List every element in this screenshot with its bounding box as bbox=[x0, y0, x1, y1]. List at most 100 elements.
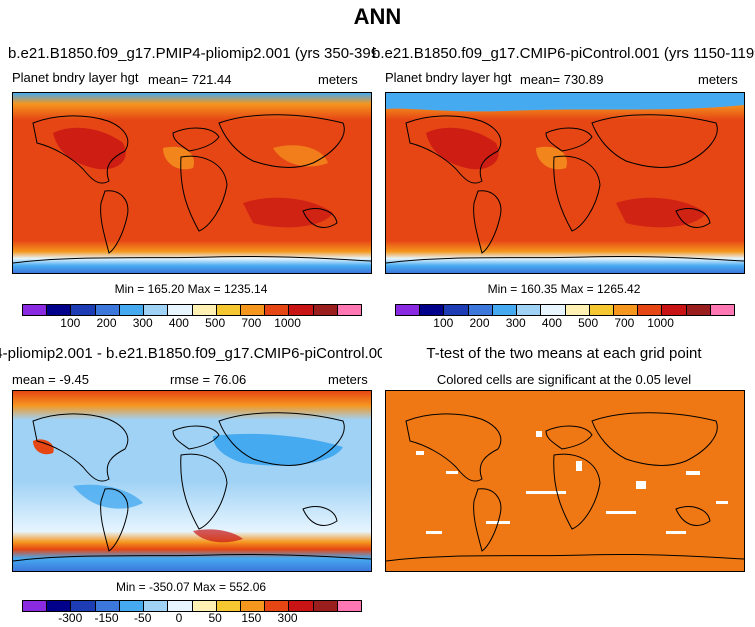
coastline-antarctica bbox=[13, 255, 371, 264]
map-bottom-right bbox=[385, 390, 745, 572]
colorbar-swatch bbox=[168, 601, 193, 611]
colorbar-tick-label: 300 bbox=[277, 611, 298, 625]
colorbar-swatch bbox=[517, 305, 542, 315]
colorbar-swatch bbox=[265, 601, 290, 611]
coastlines bbox=[386, 412, 744, 562]
colorbar-tick-label: 200 bbox=[469, 316, 490, 330]
coastline-europe bbox=[545, 127, 593, 152]
minmax-top-left: Min = 165.20 Max = 1235.14 bbox=[114, 282, 268, 296]
non-significant-cell bbox=[606, 511, 636, 514]
case-title-text: b.e21.B1850.f09_g17.PMIP4-pliomip2.001 -… bbox=[0, 345, 382, 362]
case-title-bottom-left: b.e21.B1850.f09_g17.PMIP4-pliomip2.001 -… bbox=[0, 345, 382, 362]
map-bottom-left bbox=[12, 390, 372, 572]
colorbar-tick-label: 100 bbox=[433, 316, 454, 330]
colorbar-swatch bbox=[144, 305, 169, 315]
variable-label-top-left: Planet bndry layer hgt bbox=[12, 70, 139, 85]
colorbar-swatch bbox=[192, 305, 217, 315]
colorbar-swatch bbox=[47, 601, 72, 611]
map-svg-top-right bbox=[386, 93, 744, 273]
colorbar-ticks-top-left: 100 200 300 400 500 700 1000 bbox=[22, 316, 360, 332]
colorbar-swatch bbox=[313, 305, 338, 315]
colorbar-ticks-top-right: 100 200 300 400 500 700 1000 bbox=[395, 316, 733, 332]
colorbar-swatch bbox=[492, 305, 518, 315]
variable-label-top-right: Planet bndry layer hgt bbox=[385, 70, 512, 85]
ttest-title: T-test of the two means at each grid poi… bbox=[426, 345, 702, 362]
colorbar-swatch bbox=[468, 305, 493, 315]
colorbar-swatch bbox=[662, 305, 687, 315]
field-background bbox=[13, 93, 371, 273]
colorbar-tick-label: 700 bbox=[241, 316, 262, 330]
case-title-text: b.e21.B1850.f09_g17.CMIP6-piControl.001 … bbox=[372, 45, 755, 62]
field-anomaly-region bbox=[213, 433, 343, 466]
colorbar-swatch bbox=[95, 601, 120, 611]
colorbar-swatch bbox=[589, 305, 614, 315]
colorbar-swatch bbox=[119, 601, 145, 611]
case-title-text: b.e21.B1850.f09_g17.PMIP4-pliomip2.001 (… bbox=[8, 45, 376, 62]
units-label-bottom-left: meters bbox=[328, 372, 368, 387]
coastline-australia bbox=[675, 506, 711, 526]
non-significant-cell bbox=[416, 451, 424, 455]
non-significant-cell bbox=[426, 531, 442, 534]
coastline-antarctica bbox=[13, 553, 371, 562]
colorbar-swatch bbox=[95, 305, 120, 315]
field-anomaly-region bbox=[536, 146, 567, 170]
colorbar-tick-label: -300 bbox=[58, 611, 83, 625]
non-significant-cell bbox=[526, 491, 566, 494]
colorbar-swatch bbox=[444, 305, 469, 315]
units-label-top-left: meters bbox=[318, 72, 358, 87]
field-anomaly-region bbox=[243, 197, 333, 228]
coastline-australia bbox=[302, 208, 338, 228]
coastline-asia bbox=[218, 114, 345, 168]
coastlines bbox=[13, 114, 371, 264]
colorbar-tick-label: 300 bbox=[505, 316, 526, 330]
map-svg-top-left bbox=[13, 93, 371, 273]
colorbar-swatch bbox=[613, 305, 639, 315]
coastline-africa bbox=[180, 155, 228, 232]
field-background bbox=[13, 391, 371, 571]
colorbar-tick-label: 400 bbox=[541, 316, 562, 330]
case-title-top-right: b.e21.B1850.f09_g17.CMIP6-piControl.001 … bbox=[372, 45, 755, 62]
minmax-bottom-left: Min = -350.07 Max = 552.06 bbox=[115, 580, 267, 594]
colorbar-tick-label: 500 bbox=[578, 316, 599, 330]
coastlines bbox=[386, 114, 744, 264]
colorbar-tick-label: 100 bbox=[60, 316, 81, 330]
colorbar-swatch bbox=[216, 305, 241, 315]
colorbar-swatch bbox=[289, 305, 314, 315]
colorbar-swatch bbox=[71, 305, 96, 315]
non-significant-cell bbox=[686, 471, 700, 475]
non-significant-cell bbox=[716, 501, 728, 504]
colorbar-swatch bbox=[420, 305, 445, 315]
units-label-top-right: meters bbox=[698, 72, 738, 87]
non-significant-cell bbox=[576, 461, 582, 471]
colorbar-swatch bbox=[240, 601, 266, 611]
coastline-australia bbox=[302, 506, 338, 526]
coastline-africa bbox=[553, 453, 601, 530]
colorbar-tick-label: 700 bbox=[614, 316, 635, 330]
colorbar-swatch bbox=[216, 601, 241, 611]
colorbar-swatch bbox=[541, 305, 566, 315]
non-significant-cell bbox=[666, 531, 686, 534]
colorbar-top-right bbox=[395, 304, 735, 316]
minmax-top-right: Min = 160.35 Max = 1265.42 bbox=[487, 282, 641, 296]
colorbar-ticks-bottom-left: -300 -150 -50 0 50 150 300 bbox=[22, 611, 360, 627]
map-top-right bbox=[385, 92, 745, 274]
coastline-africa bbox=[553, 155, 601, 232]
colorbar-swatch bbox=[119, 305, 145, 315]
colorbar-swatch bbox=[265, 305, 290, 315]
colorbar-tick-label: -150 bbox=[94, 611, 119, 625]
coastline-north-america bbox=[32, 413, 129, 482]
colorbar-swatch bbox=[23, 601, 48, 611]
colorbar-swatch bbox=[289, 601, 314, 611]
colorbar-tick-label: 1000 bbox=[274, 316, 301, 330]
coastline-australia bbox=[675, 208, 711, 228]
coastline-europe bbox=[545, 425, 593, 450]
mean-label-top-right: mean= 730.89 bbox=[520, 72, 604, 87]
colorbar-swatch bbox=[686, 305, 711, 315]
colorbar-swatch bbox=[396, 305, 421, 315]
colorbar-swatch bbox=[23, 305, 48, 315]
colorbar-bottom-left bbox=[22, 600, 362, 612]
coastline-europe bbox=[172, 425, 220, 450]
coastline-antarctica bbox=[386, 255, 744, 264]
colorbar-tick-label: 150 bbox=[241, 611, 262, 625]
colorbar-swatch bbox=[710, 305, 735, 315]
